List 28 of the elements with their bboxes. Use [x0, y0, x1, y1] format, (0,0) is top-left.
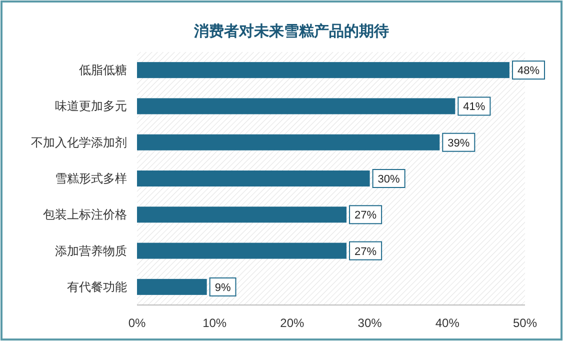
bar: [137, 134, 440, 150]
data-label: 27%: [354, 210, 377, 222]
x-tick-label: 10%: [202, 316, 227, 330]
y-tick-label: 雪糕形式多样: [55, 172, 127, 186]
x-tick-label: 40%: [435, 316, 460, 330]
bar: [137, 98, 456, 114]
data-label: 48%: [517, 65, 540, 78]
data-label: 39%: [448, 137, 470, 150]
bar: [137, 242, 347, 259]
y-tick-label: 包装上标注价格: [43, 208, 127, 222]
bar: [137, 62, 510, 78]
x-tick-label: 30%: [358, 316, 382, 330]
y-tick-label: 不加入化学添加剂: [31, 135, 127, 150]
bar: [137, 170, 370, 186]
bar: [137, 278, 207, 295]
y-tick-label: 低脂低糖: [79, 63, 127, 78]
bar: [137, 206, 347, 223]
y-tick-label: 有代餐功能: [67, 280, 127, 294]
data-label: 9%: [214, 282, 231, 294]
chart-title: 消费者对未来雪糕产品的期待: [193, 23, 389, 40]
y-tick-label: 添加营养物质: [55, 244, 127, 258]
x-tick-label: 50%: [512, 316, 538, 330]
data-label: 30%: [378, 174, 400, 186]
y-tick-label: 味道更加多元: [55, 99, 127, 114]
data-label: 27%: [354, 246, 377, 258]
data-label: 41%: [463, 101, 486, 114]
x-tick-label: 0%: [128, 316, 146, 330]
x-tick-label: 20%: [280, 316, 305, 330]
